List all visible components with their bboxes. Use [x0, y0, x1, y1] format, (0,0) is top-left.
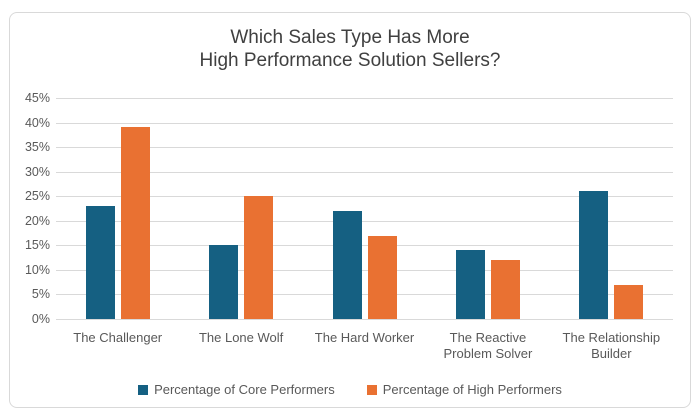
legend-swatch — [366, 384, 377, 395]
gridline — [56, 171, 673, 173]
legend-swatch — [138, 384, 149, 395]
gridline — [56, 294, 673, 296]
x-category-label: The Reactive Problem Solver — [443, 330, 533, 361]
bar — [490, 260, 520, 319]
gridline — [56, 269, 673, 271]
y-tick-label: 40% — [24, 115, 50, 130]
bar — [85, 206, 115, 319]
bar-group — [426, 98, 549, 319]
y-tick-label: 25% — [24, 189, 50, 204]
legend-entry: Percentage of Core Performers — [138, 382, 335, 397]
legend-label: Percentage of Core Performers — [154, 382, 335, 397]
gridline — [56, 319, 673, 320]
gridlines — [56, 98, 673, 320]
gridline — [56, 98, 673, 99]
bar — [120, 127, 150, 319]
x-category-label: The Relationship Builder — [562, 330, 661, 361]
y-tick-label: 15% — [24, 238, 50, 253]
bar-group — [550, 98, 673, 319]
gridline — [56, 220, 673, 222]
gridline — [56, 245, 673, 247]
y-axis: 0% 5% 10% 15% 20% 25% 30% 35% 40% 45% — [10, 91, 50, 326]
gridline — [56, 147, 673, 149]
bar-group — [179, 98, 302, 319]
bar — [614, 284, 644, 319]
x-category-label: The Hard Worker — [314, 330, 415, 345]
y-tick-label: 20% — [24, 213, 50, 228]
x-category-label: The Challenger — [73, 330, 163, 345]
legend: Percentage of Core Performers Percentage … — [10, 382, 690, 397]
y-tick-label: 35% — [24, 140, 50, 155]
gridline — [56, 122, 673, 124]
x-axis: The Challenger The Lone Wolf The Hard Work… — [56, 330, 673, 362]
chart-title-line2: High Performance Solution Sellers? — [199, 50, 501, 71]
y-tick-label: 5% — [31, 287, 50, 302]
bar-group — [56, 98, 179, 319]
bar — [579, 191, 609, 319]
y-tick-label: 45% — [24, 91, 50, 105]
bar — [455, 250, 485, 319]
y-tick-label: 0% — [31, 312, 50, 326]
y-tick-label: 10% — [24, 262, 50, 277]
bar-groups — [56, 98, 673, 319]
bar — [209, 245, 239, 319]
bar — [332, 210, 362, 319]
bar — [244, 196, 274, 319]
plot-area — [56, 98, 673, 320]
y-tick-label: 30% — [24, 164, 50, 179]
bar-group — [303, 98, 426, 319]
gridline — [56, 196, 673, 198]
chart-title: Which Sales Type Has More High Performan… — [10, 26, 690, 72]
chart-title-line1: Which Sales Type Has More — [230, 27, 470, 48]
chart-frame: Which Sales Type Has More High Performan… — [9, 12, 691, 408]
bar — [367, 235, 397, 319]
legend-entry: Percentage of High Performers — [366, 382, 562, 397]
legend-label: Percentage of High Performers — [382, 382, 562, 397]
x-category-label: The Lone Wolf — [198, 330, 284, 345]
